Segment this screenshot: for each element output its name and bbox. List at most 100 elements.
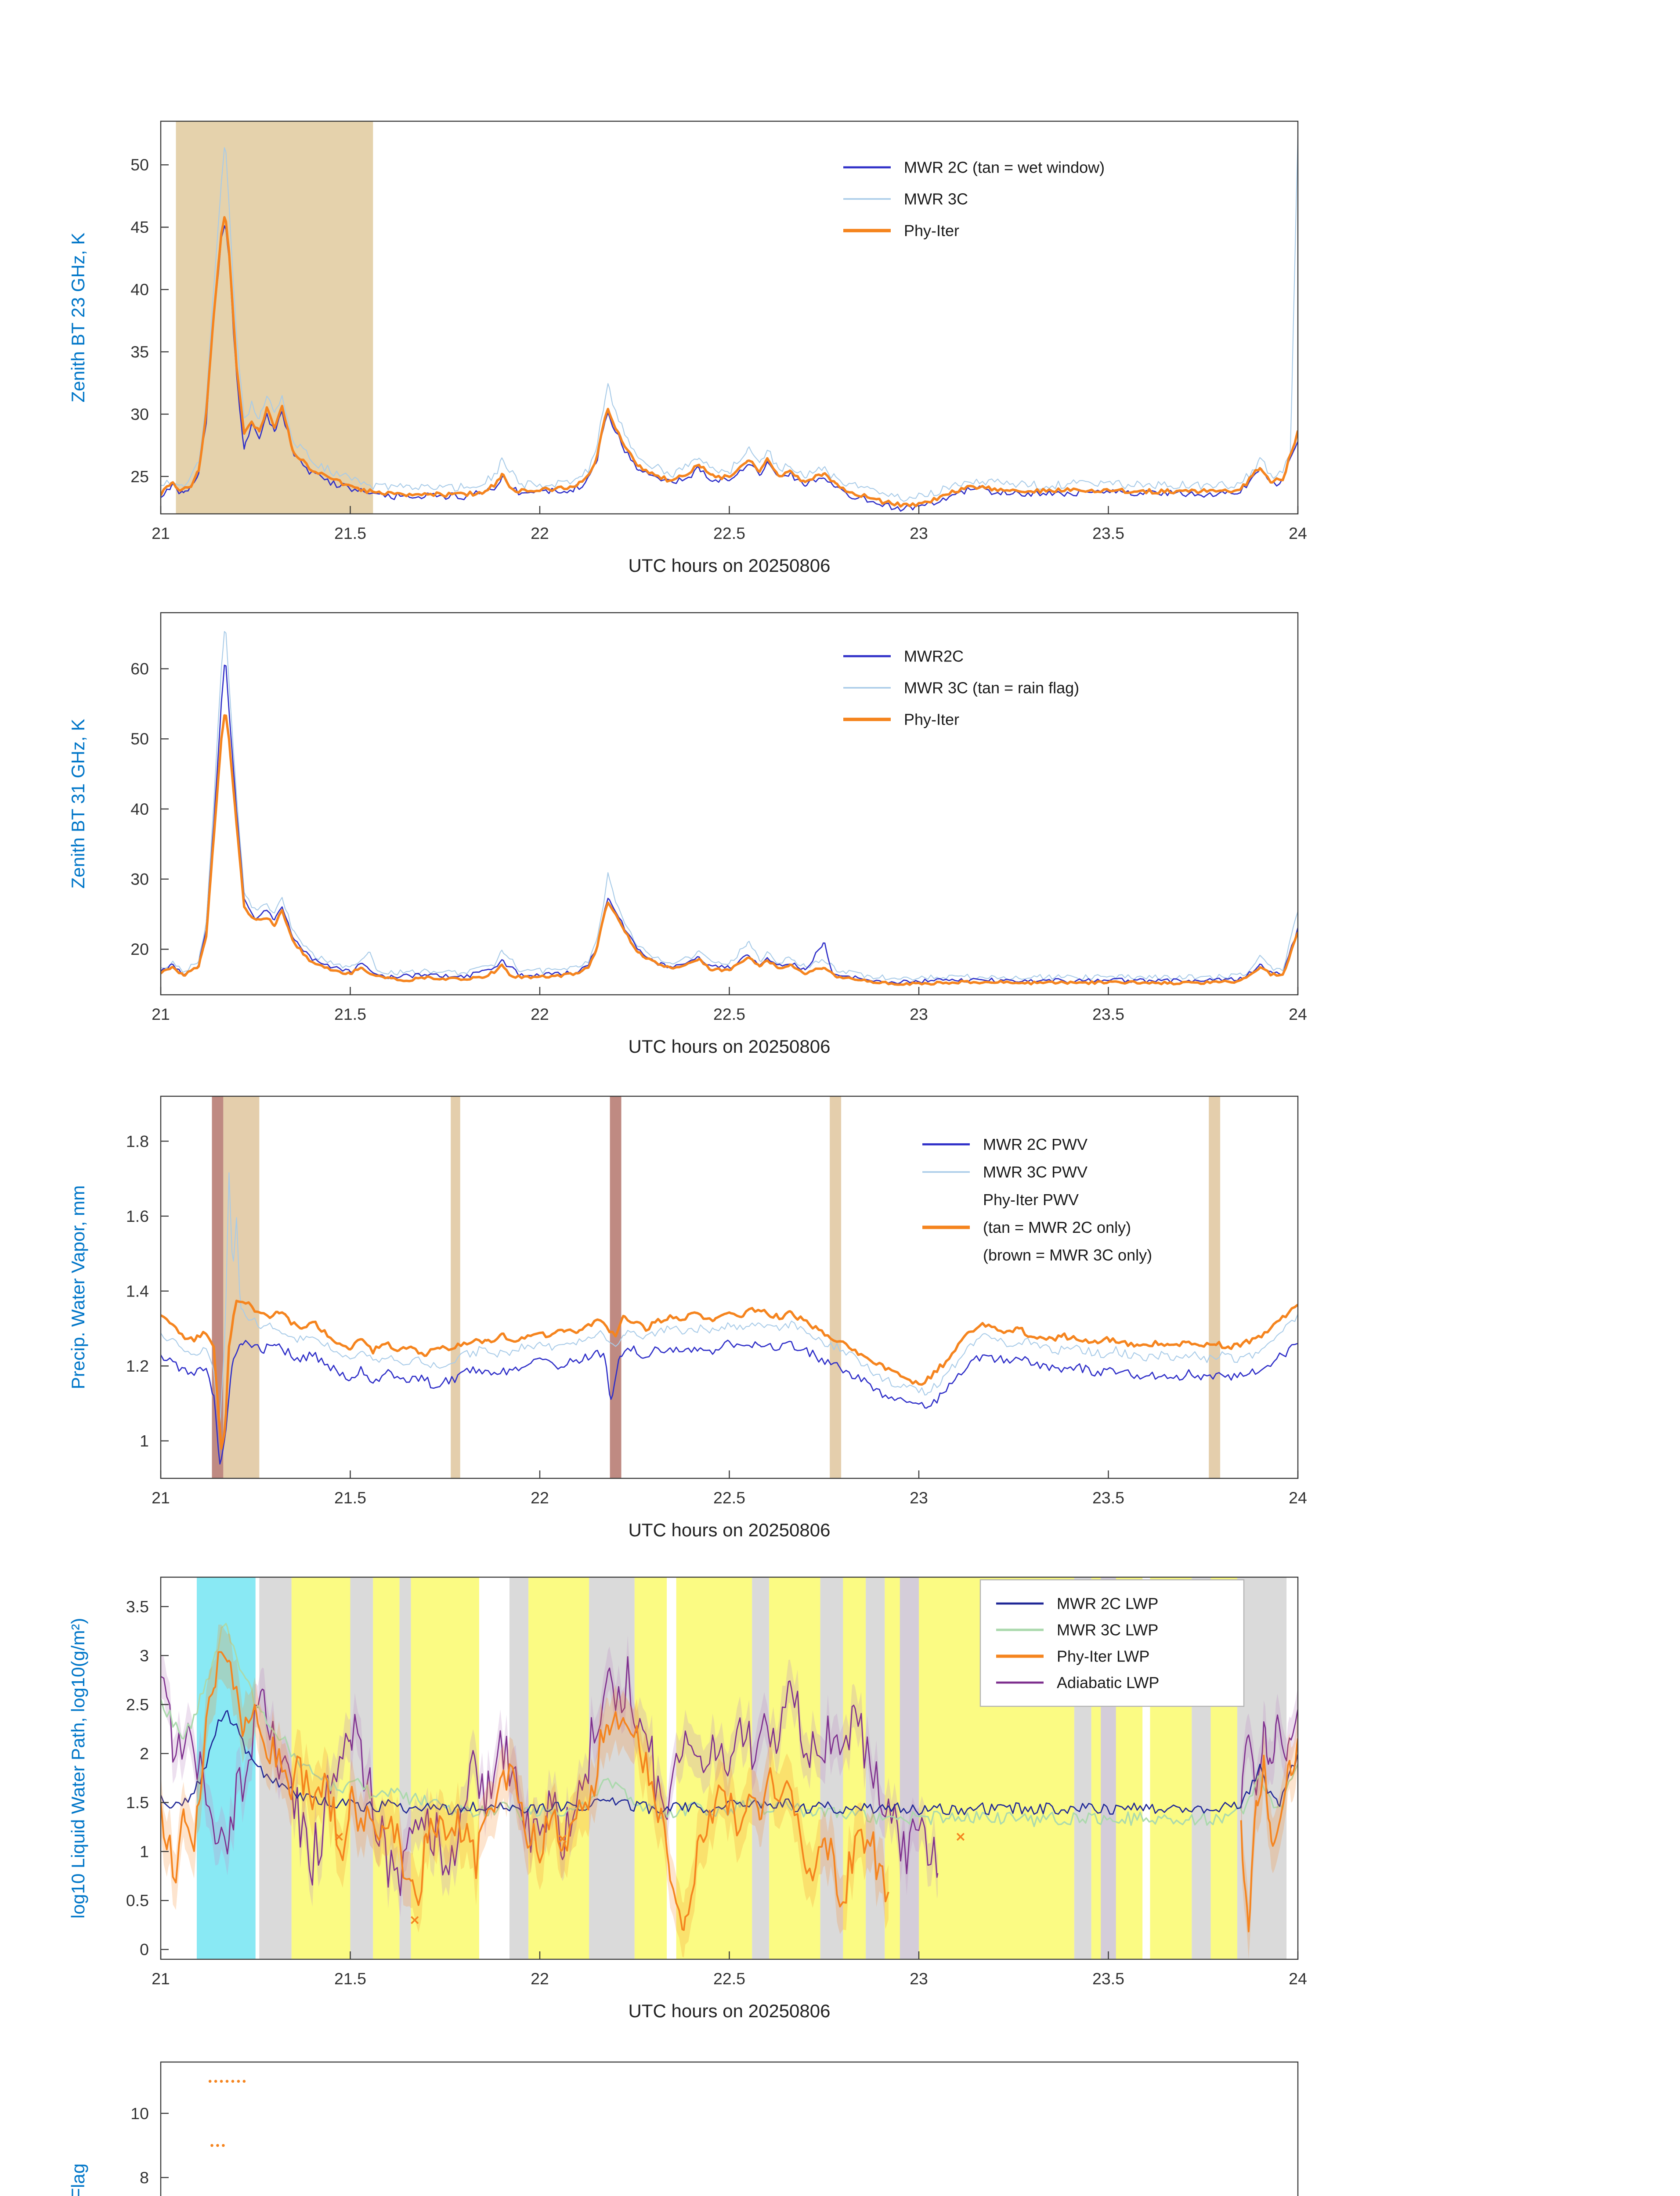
lwp-band-5 bbox=[399, 1577, 411, 1959]
bt31-xlabel: UTC hours on 20250806 bbox=[629, 1036, 831, 1057]
pwv-plot-area bbox=[161, 1096, 1298, 1478]
panel-precip-water-vapor: 21 21.5 22 22.5 23 23.5 24 1 1.2 1.4 1.6 1.8 UTC hou… bbox=[68, 1095, 1307, 1540]
series-phy-iter-pwv-line bbox=[161, 1300, 1298, 1450]
bt31-xtick-label: 24 bbox=[1289, 1005, 1307, 1023]
pwv-xtick-label: 23.5 bbox=[1092, 1488, 1124, 1507]
bt23-ytick-label: 35 bbox=[130, 343, 149, 361]
bt23-legend: MWR 2C (tan = wet window) MWR 3C Phy-Iter bbox=[843, 159, 1105, 240]
series-dq-flag bbox=[208, 2080, 246, 2147]
pwv-ytick-label: 1.4 bbox=[126, 1282, 149, 1300]
bt23-legend-label: MWR 3C bbox=[904, 190, 968, 208]
lwp-band-8 bbox=[528, 1577, 589, 1959]
series-adiabatic-lwp-line bbox=[1240, 1709, 1298, 1811]
lwp-xtick-label: 24 bbox=[1289, 1969, 1307, 1988]
dq-dot bbox=[208, 2080, 212, 2083]
lwp-ytick-label: 2 bbox=[140, 1744, 149, 1763]
lwp-xlabel: UTC hours on 20250806 bbox=[629, 2001, 831, 2021]
bt31-xtick-label: 23.5 bbox=[1092, 1005, 1124, 1023]
series-phy-iter-lwp-x-marker bbox=[956, 1833, 965, 1841]
series-mwr-2c-line bbox=[161, 225, 1298, 512]
dqflag-axes-box bbox=[160, 2061, 1299, 2196]
series-adiabatic-lwp-envelope bbox=[161, 1635, 938, 1917]
pwv-band-1 bbox=[223, 1096, 260, 1478]
pwv-xtick-label: 21.5 bbox=[334, 1488, 366, 1507]
series-mwr-3c bbox=[161, 136, 1298, 502]
dq-dot bbox=[225, 2080, 229, 2083]
bt23-ytick-label: 50 bbox=[130, 155, 149, 174]
series-mwr-3c-lwp-line bbox=[161, 1622, 1298, 1828]
lwp-band-6 bbox=[411, 1577, 479, 1959]
lwp-band-12 bbox=[752, 1577, 770, 1959]
lwp-band-9 bbox=[589, 1577, 635, 1959]
bt23-ytick-label: 25 bbox=[130, 467, 149, 486]
dqflag-ylabel: MWR Phy Iter DQ Flag bbox=[68, 2163, 88, 2196]
bt31-xtick-label: 22 bbox=[531, 1005, 549, 1023]
bt23-ytick-label: 30 bbox=[130, 405, 149, 423]
series-phy-iter-pwv bbox=[161, 1300, 1298, 1450]
pwv-ytick-label: 1.2 bbox=[126, 1357, 149, 1375]
series-phy-iter-lwp-envelope bbox=[161, 1625, 889, 1958]
pwv-legend-label: (tan = MWR 2C only) bbox=[983, 1218, 1131, 1236]
lwp-legend-label: Phy-Iter LWP bbox=[1057, 1647, 1149, 1665]
series-phy-iter-lwp-x-marker bbox=[558, 1835, 567, 1843]
series-mwr2c-line bbox=[161, 665, 1298, 985]
series-phy-iter-lwp-line bbox=[1240, 1738, 1298, 1932]
pwv-xtick-label: 22.5 bbox=[713, 1488, 745, 1507]
lwp-ytick-label: 1 bbox=[140, 1842, 149, 1861]
pwv-legend-label: Phy-Iter PWV bbox=[983, 1191, 1079, 1209]
bt31-xtick-label: 21 bbox=[152, 1005, 170, 1023]
bt31-ticks: 21 21.5 22 22.5 23 23.5 24 20 30 40 50 60 bbox=[130, 660, 1307, 1023]
series-mwr-3c-rain-line bbox=[161, 631, 1298, 981]
bt31-ylabel: Zenith BT 31 GHz, K bbox=[68, 719, 88, 889]
bt31-ytick-label: 60 bbox=[130, 660, 149, 678]
series-mwr2c bbox=[161, 665, 1298, 985]
bt31-axes-box bbox=[160, 612, 1299, 996]
series-phy-iter-line bbox=[161, 216, 1298, 508]
series-mwr-3c-rain bbox=[161, 631, 1298, 981]
bt23-xtick-label: 23.5 bbox=[1092, 524, 1124, 542]
lwp-xtick-label: 21 bbox=[152, 1969, 170, 1988]
dq-dot bbox=[210, 2144, 213, 2147]
lwp-xtick-label: 23.5 bbox=[1092, 1969, 1124, 1988]
bt31-xtick-label: 21.5 bbox=[334, 1005, 366, 1023]
lwp-xtick-label: 21.5 bbox=[334, 1969, 366, 1988]
bt31-ytick-label: 40 bbox=[130, 800, 149, 818]
pwv-xtick-label: 22 bbox=[531, 1488, 549, 1507]
dq-dot bbox=[216, 2144, 219, 2147]
dq-dot bbox=[231, 2080, 235, 2083]
panel-zenith-bt-23ghz: 21 21.5 22 22.5 23 23.5 24 25 30 35 40 45 50 UTC hour… bbox=[68, 120, 1307, 576]
bt31-ytick-label: 30 bbox=[130, 870, 149, 889]
lwp-band-18 bbox=[900, 1577, 919, 1959]
series-mwr-3c-pwv-line bbox=[161, 1172, 1298, 1427]
bt31-ytick-label: 50 bbox=[130, 730, 149, 748]
series-phy-iter-lwp-x-marker bbox=[335, 1833, 343, 1841]
lwp-xtick-label: 23 bbox=[910, 1969, 928, 1988]
lwp-ytick-label: 3 bbox=[140, 1646, 149, 1665]
lwp-band-10 bbox=[634, 1577, 667, 1959]
panel-liquid-water-path: 21 21.5 22 22.5 23 23.5 2400.511.522.533.5UTC … bbox=[68, 1576, 1307, 2021]
pwv-ytick-label: 1.8 bbox=[126, 1132, 149, 1150]
bt31-plot-area bbox=[161, 631, 1298, 986]
bt31-ytick-label: 20 bbox=[130, 940, 149, 958]
series-mwr-3c-lwp bbox=[161, 1622, 1298, 1828]
pwv-band-4 bbox=[830, 1096, 842, 1478]
series-mwr-2c-pwv bbox=[161, 1340, 1298, 1465]
bt23-xtick-label: 21.5 bbox=[334, 524, 366, 542]
dq-dot bbox=[220, 2080, 223, 2083]
lwp-ytick-label: 0 bbox=[140, 1940, 149, 1959]
bt23-legend-label: Phy-Iter bbox=[904, 222, 959, 240]
pwv-xtick-label: 23 bbox=[910, 1488, 928, 1507]
bt23-band-0 bbox=[176, 121, 373, 514]
lwp-legend: MWR 2C LWP MWR 3C LWP Phy-Iter LWP Adiabati… bbox=[979, 1579, 1245, 1707]
dqflag-ytick-label: 8 bbox=[140, 2168, 149, 2187]
series-phy-iter-31 bbox=[161, 714, 1298, 986]
dqflag-plot-area bbox=[208, 2080, 246, 2147]
panel-zenith-bt-31ghz: 21 21.5 22 22.5 23 23.5 24 20 30 40 50 60 UTC hours … bbox=[68, 612, 1307, 1057]
bt23-xtick-label: 24 bbox=[1289, 524, 1307, 542]
dq-dot bbox=[237, 2080, 240, 2083]
pwv-ylabel: Precip. Water Vapor, mm bbox=[68, 1185, 88, 1389]
pwv-legend: MWR 2C PWV MWR 3C PWV Phy-Iter PWV (tan = M… bbox=[922, 1135, 1152, 1264]
